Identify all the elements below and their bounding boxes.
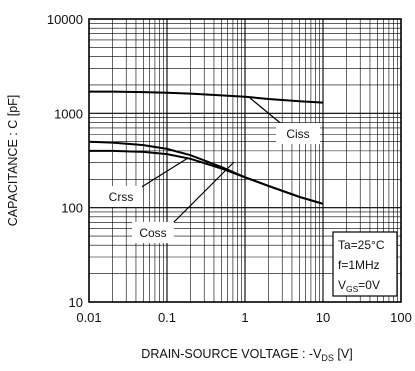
y-tick-labels: 10 100 1000 10000 xyxy=(47,12,83,310)
x-tick-label: 10 xyxy=(316,310,330,325)
y-tick-label: 10000 xyxy=(47,12,83,27)
callout-box-crss xyxy=(100,186,142,207)
y-axis-label: CAPACITANCE : C [pF] xyxy=(6,95,20,227)
x-tick-label: 0.1 xyxy=(158,310,176,325)
callout-box-coss xyxy=(132,222,174,243)
callout-label-ciss: Ciss xyxy=(286,127,309,141)
callout-box-ciss xyxy=(276,123,320,144)
series-callouts: Ciss Crss Coss xyxy=(100,97,320,243)
x-axis-label-subscript: DS xyxy=(321,353,334,363)
condition-gate-voltage-suffix: =0V xyxy=(358,278,380,292)
plot-frame xyxy=(88,18,402,303)
callout-leader-crss xyxy=(139,157,189,189)
x-axis-label-unit: [V] xyxy=(334,347,353,361)
series-line-ciss xyxy=(89,90,324,104)
callout-leader-ciss xyxy=(249,97,285,127)
y-tick-label: 10 xyxy=(69,295,83,310)
x-tick-label: 100 xyxy=(390,310,412,325)
condition-temperature: Ta=25°C xyxy=(338,238,385,252)
x-axis-label: DRAIN-SOURCE VOLTAGE : -VDS [V] xyxy=(141,347,352,363)
x-axis-label-main: DRAIN-SOURCE VOLTAGE : -V xyxy=(141,347,322,361)
callout-leader-coss xyxy=(171,161,235,225)
test-conditions-box: Ta=25°C f=1MHz VGS=0V xyxy=(332,231,398,297)
condition-gate-voltage: VGS=0V xyxy=(338,278,380,294)
condition-gate-voltage-prefix: V xyxy=(338,278,346,292)
condition-frequency: f=1MHz xyxy=(338,258,380,272)
y-tick-label: 100 xyxy=(61,201,83,216)
y-tick-label: 1000 xyxy=(54,106,83,121)
x-tick-labels: 0.01 0.1 1 10 100 xyxy=(76,310,412,325)
series-line-coss xyxy=(89,149,324,205)
series-lines xyxy=(88,90,324,205)
callout-label-coss: Coss xyxy=(139,226,166,240)
callout-label-crss: Crss xyxy=(109,190,134,204)
x-tick-label: 0.01 xyxy=(76,310,101,325)
condition-gate-voltage-subscript: GS xyxy=(346,284,359,294)
test-conditions-frame xyxy=(332,231,398,297)
x-tick-label: 1 xyxy=(241,310,248,325)
